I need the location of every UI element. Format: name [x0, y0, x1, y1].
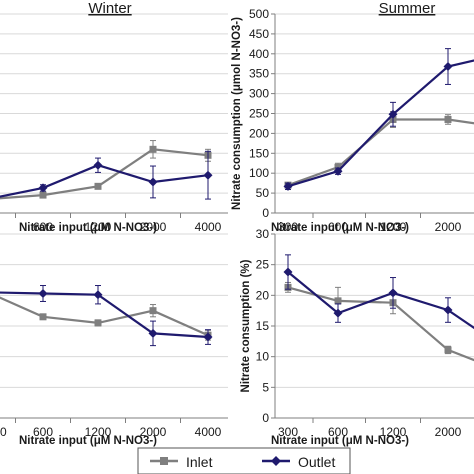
data-point-outlet	[388, 109, 398, 119]
chart-panel-3: 0 600 1200 2000 4000 Nitrate input (μM N-NO3-…	[0, 233, 228, 447]
y-tick-label: 450	[249, 27, 269, 41]
x-tick-label: 600	[33, 220, 53, 234]
legend-inlet-marker	[160, 457, 168, 465]
y-tick-label: 350	[249, 67, 269, 81]
x-axis-title: Nitrate input (μM N-NO3-)	[271, 435, 409, 447]
x-tick-label: 1200	[85, 220, 112, 234]
x-axis-title: Nitrate input (μM N-NO3-)	[19, 222, 157, 234]
series-line-inlet	[287, 118, 474, 187]
x-tick-label: 300	[278, 425, 298, 439]
data-point-outlet	[93, 160, 103, 170]
x-tick-label: 1200	[85, 425, 112, 439]
legend: Inlet Outlet	[137, 447, 351, 474]
y-tick-label: 50	[256, 186, 270, 200]
y-tick-label: 5	[262, 380, 269, 394]
y-tick-label: 150	[249, 146, 269, 160]
y-tick-label: 15	[256, 319, 270, 333]
legend-inlet-label: Inlet	[186, 454, 213, 470]
y-tick-label: 25	[256, 258, 270, 272]
x-tick-label: 2000	[140, 220, 167, 234]
y-tick-label: 250	[249, 107, 269, 121]
data-point-inlet	[149, 145, 157, 153]
series-line-inlet	[287, 286, 474, 362]
plot-area	[283, 48, 474, 191]
x-tick-label: 600	[328, 220, 348, 234]
data-point-inlet	[444, 346, 452, 354]
data-point-outlet	[148, 177, 158, 187]
data-point-inlet	[334, 297, 342, 305]
data-point-outlet	[93, 290, 103, 300]
data-point-inlet	[149, 307, 157, 315]
data-point-inlet	[94, 182, 102, 190]
y-tick-label: 0	[262, 206, 269, 220]
plot-area	[283, 254, 474, 362]
y-tick-label: 30	[256, 227, 270, 241]
series-line-inlet	[0, 148, 209, 200]
y-tick-label: 400	[249, 47, 269, 61]
data-point-outlet	[443, 305, 453, 315]
y-tick-label: 200	[249, 126, 269, 140]
y-tick-label: 500	[249, 7, 269, 21]
data-point-outlet	[283, 267, 293, 277]
y-tick-label: 300	[249, 87, 269, 101]
plot-area	[0, 285, 213, 347]
plot-area	[0, 140, 213, 200]
x-axis-title: Nitrate input (μM N-NO3-)	[271, 222, 409, 234]
y-tick-label: 20	[256, 288, 270, 302]
data-point-inlet	[39, 191, 47, 199]
panel-title: Summer	[379, 0, 436, 17]
data-point-outlet	[283, 181, 293, 191]
x-tick-label: 4000	[195, 425, 222, 439]
y-axis-title: Nitrate consumption (%)	[240, 259, 252, 392]
x-axis-title: Nitrate input (μM N-NO3-)	[19, 435, 157, 447]
x-tick-label: 2000	[435, 425, 462, 439]
data-point-outlet	[333, 166, 343, 176]
chart-panel-4: 0 5 10 15 20 25 30 Nitrate consumption (%) 300 60…	[240, 227, 474, 447]
x-tick-label: 600	[33, 425, 53, 439]
y-tick-label: 10	[256, 350, 270, 364]
x-tick-label: 600	[328, 425, 348, 439]
x-tick-label: 2000	[140, 425, 167, 439]
y-axis-title: Nitrate consumption (μmol N-NO3-)	[231, 17, 243, 210]
data-point-outlet	[443, 62, 453, 72]
data-point-outlet	[388, 288, 398, 298]
chart-panel-2: 0 50 100 150 200 250 300 350 400 450 500 Nitrate co…	[231, 0, 474, 234]
x-tick-label: 2000	[435, 220, 462, 234]
y-tick-label: 100	[249, 166, 269, 180]
x-tick-label: 0	[0, 425, 7, 439]
y-tick-label: 0	[262, 411, 269, 425]
data-point-inlet	[39, 313, 47, 321]
panel-title: Winter	[88, 0, 131, 17]
series-line-outlet	[0, 291, 209, 339]
data-point-outlet	[38, 288, 48, 298]
data-point-outlet	[333, 308, 343, 318]
data-point-inlet	[444, 115, 452, 123]
legend-outlet-marker	[271, 456, 281, 466]
legend-outlet-label: Outlet	[298, 454, 335, 470]
data-point-inlet	[94, 319, 102, 327]
data-point-outlet	[203, 170, 213, 180]
data-point-outlet	[148, 328, 158, 338]
x-tick-label: 1200	[380, 220, 407, 234]
data-point-outlet	[38, 183, 48, 193]
chart-panel-1: 600 1200 2000 4000 Nitrate input (μM N-NO3-)…	[0, 0, 228, 234]
data-point-outlet	[203, 332, 213, 342]
x-tick-label: 1200	[380, 425, 407, 439]
x-tick-label: 4000	[195, 220, 222, 234]
x-tick-label: 300	[278, 220, 298, 234]
